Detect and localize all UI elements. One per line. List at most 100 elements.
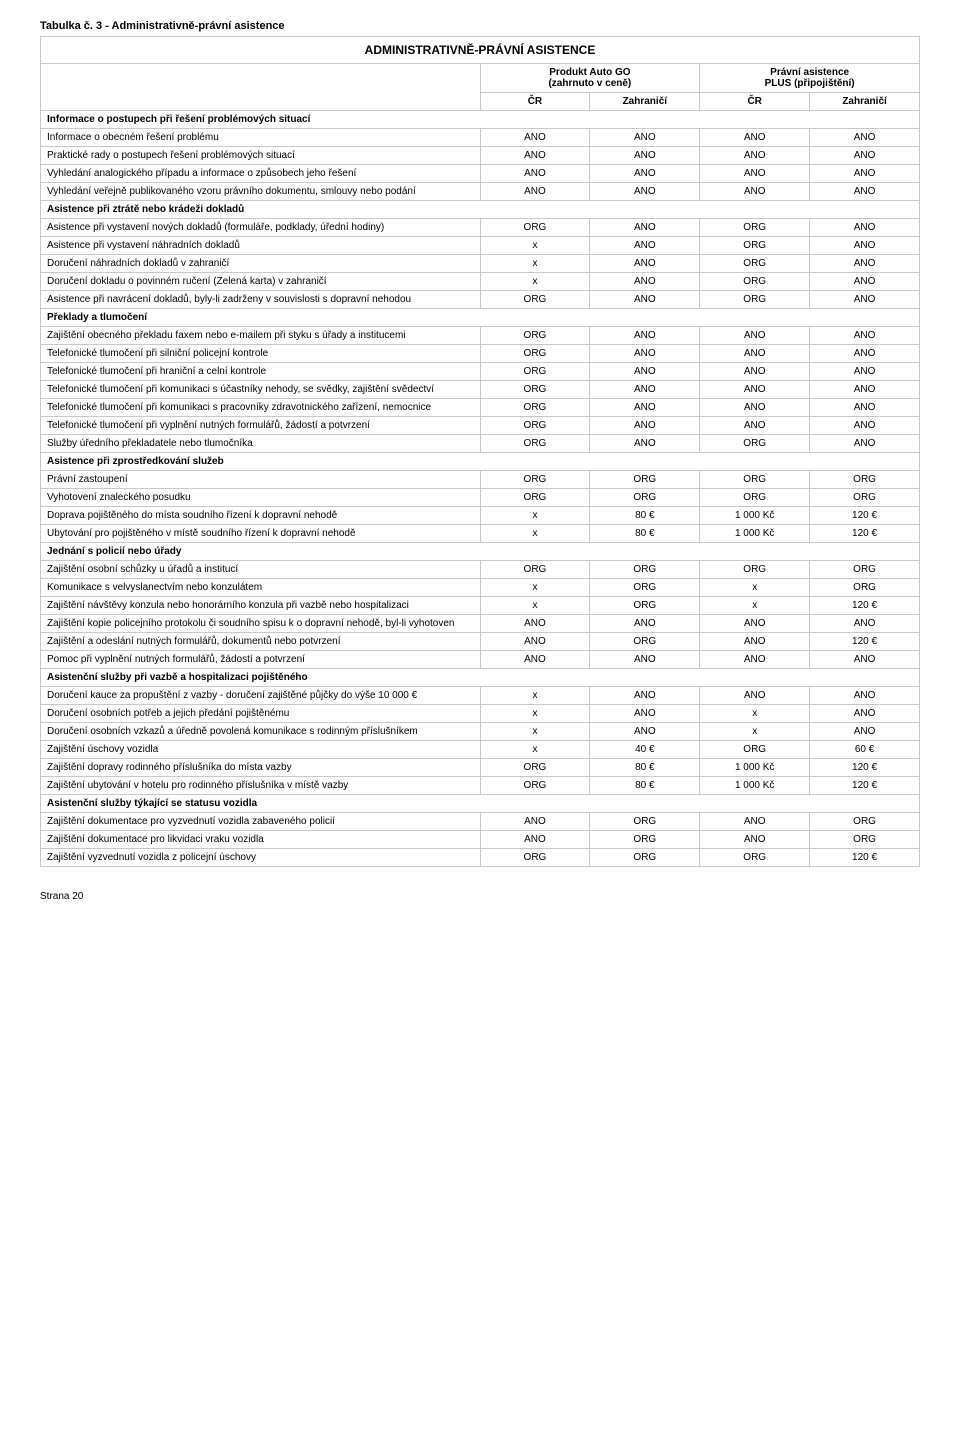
cell-value: ORG <box>590 489 700 507</box>
cell-value: ANO <box>480 147 590 165</box>
cell-value: ANO <box>810 183 920 201</box>
cell-value: ANO <box>700 345 810 363</box>
cell-value: ANO <box>810 147 920 165</box>
cell-value: ANO <box>700 417 810 435</box>
cell-value: ORG <box>810 813 920 831</box>
main-header: ADMINISTRATIVNĚ-PRÁVNÍ ASISTENCE <box>41 37 920 64</box>
cell-value: ORG <box>590 813 700 831</box>
cell-value: ORG <box>700 849 810 867</box>
cell-value: x <box>480 723 590 741</box>
cell-value: ORG <box>700 219 810 237</box>
row-label: Vyhotovení znaleckého posudku <box>41 489 481 507</box>
cell-value: 40 € <box>590 741 700 759</box>
row-label: Telefonické tlumočení při hraniční a cel… <box>41 363 481 381</box>
page-footer: Strana 20 <box>40 891 920 902</box>
table-row: Doručení náhradních dokladů v zahraničíx… <box>41 255 920 273</box>
cell-value: ORG <box>590 561 700 579</box>
cell-value: ANO <box>590 381 700 399</box>
cell-value: 120 € <box>810 597 920 615</box>
cell-value: ANO <box>700 165 810 183</box>
row-label: Doručení osobních vzkazů a úředně povole… <box>41 723 481 741</box>
cell-value: x <box>480 597 590 615</box>
row-label: Zajištění vyzvednutí vozidla z policejní… <box>41 849 481 867</box>
cell-value: ANO <box>480 183 590 201</box>
cell-value: x <box>700 579 810 597</box>
cell-value: ORG <box>700 435 810 453</box>
cell-value: 120 € <box>810 849 920 867</box>
row-label: Vyhledání analogického případu a informa… <box>41 165 481 183</box>
cell-value: ANO <box>590 345 700 363</box>
cell-value: ANO <box>590 237 700 255</box>
cell-value: ANO <box>590 273 700 291</box>
cell-value: ANO <box>700 183 810 201</box>
table-row: Komunikace s velvyslanectvím nebo konzul… <box>41 579 920 597</box>
cell-value: 80 € <box>590 777 700 795</box>
subhead-cr-1: ČR <box>480 93 590 111</box>
cell-value: ORG <box>700 741 810 759</box>
subhead-cr-2: ČR <box>700 93 810 111</box>
row-label: Komunikace s velvyslanectvím nebo konzul… <box>41 579 481 597</box>
table-row: Právní zastoupeníORGORGORGORG <box>41 471 920 489</box>
cell-value: ORG <box>700 237 810 255</box>
section-header: Asistenční služby týkající se statusu vo… <box>41 795 920 813</box>
row-label: Zajištění a odeslání nutných formulářů, … <box>41 633 481 651</box>
row-label: Zajištění kopie policejního protokolu či… <box>41 615 481 633</box>
cell-value: ANO <box>810 381 920 399</box>
cell-value: ANO <box>810 651 920 669</box>
cell-value: ORG <box>590 579 700 597</box>
cell-value: ORG <box>700 561 810 579</box>
table-row: Asistenční služby při vazbě a hospitaliz… <box>41 669 920 687</box>
row-label: Telefonické tlumočení při komunikaci s p… <box>41 399 481 417</box>
cell-value: 80 € <box>590 759 700 777</box>
table-row: Ubytování pro pojištěného v místě soudní… <box>41 525 920 543</box>
cell-value: 1 000 Kč <box>700 777 810 795</box>
table-row: Informace o postupech při řešení problém… <box>41 111 920 129</box>
row-label: Vyhledání veřejně publikovaného vzoru pr… <box>41 183 481 201</box>
cell-value: 120 € <box>810 777 920 795</box>
table-row: Pomoc při vyplnění nutných formulářů, žá… <box>41 651 920 669</box>
cell-value: ORG <box>810 579 920 597</box>
cell-value: ORG <box>590 633 700 651</box>
cell-value: ORG <box>480 435 590 453</box>
cell-value: ORG <box>810 561 920 579</box>
row-label: Asistence při vystavení náhradních dokla… <box>41 237 481 255</box>
cell-value: ORG <box>480 291 590 309</box>
row-label: Telefonické tlumočení při komunikaci s ú… <box>41 381 481 399</box>
cell-value: ANO <box>810 273 920 291</box>
cell-value: ANO <box>810 129 920 147</box>
cell-value: ORG <box>480 849 590 867</box>
cell-value: ANO <box>480 831 590 849</box>
cell-value: ANO <box>810 615 920 633</box>
cell-value: x <box>700 705 810 723</box>
cell-value: x <box>480 273 590 291</box>
empty-corner <box>41 64 481 111</box>
cell-value: 1 000 Kč <box>700 507 810 525</box>
cell-value: ANO <box>810 705 920 723</box>
cell-value: x <box>700 723 810 741</box>
cell-value: ANO <box>590 327 700 345</box>
cell-value: ORG <box>700 255 810 273</box>
cell-value: 120 € <box>810 507 920 525</box>
cell-value: ANO <box>590 129 700 147</box>
section-header: Překlady a tlumočení <box>41 309 920 327</box>
cell-value: ANO <box>810 327 920 345</box>
cell-value: ANO <box>700 327 810 345</box>
cell-value: ANO <box>480 165 590 183</box>
cell-value: ANO <box>480 633 590 651</box>
cell-value: ANO <box>480 129 590 147</box>
cell-value: ORG <box>700 273 810 291</box>
table-row: Doručení osobních potřeb a jejich předán… <box>41 705 920 723</box>
cell-value: ANO <box>590 363 700 381</box>
table-row: Zajištění úschovy vozidlax40 €ORG60 € <box>41 741 920 759</box>
section-header: Informace o postupech při řešení problém… <box>41 111 920 129</box>
cell-value: 1 000 Kč <box>700 759 810 777</box>
cell-value: ANO <box>480 651 590 669</box>
cell-value: ANO <box>590 165 700 183</box>
row-label: Zajištění ubytování v hotelu pro rodinné… <box>41 777 481 795</box>
cell-value: 80 € <box>590 507 700 525</box>
row-label: Doručení kauce za propuštění z vazby - d… <box>41 687 481 705</box>
cell-value: ORG <box>810 489 920 507</box>
cell-value: ANO <box>700 615 810 633</box>
table-row: Telefonické tlumočení při komunikaci s p… <box>41 399 920 417</box>
cell-value: ANO <box>480 813 590 831</box>
